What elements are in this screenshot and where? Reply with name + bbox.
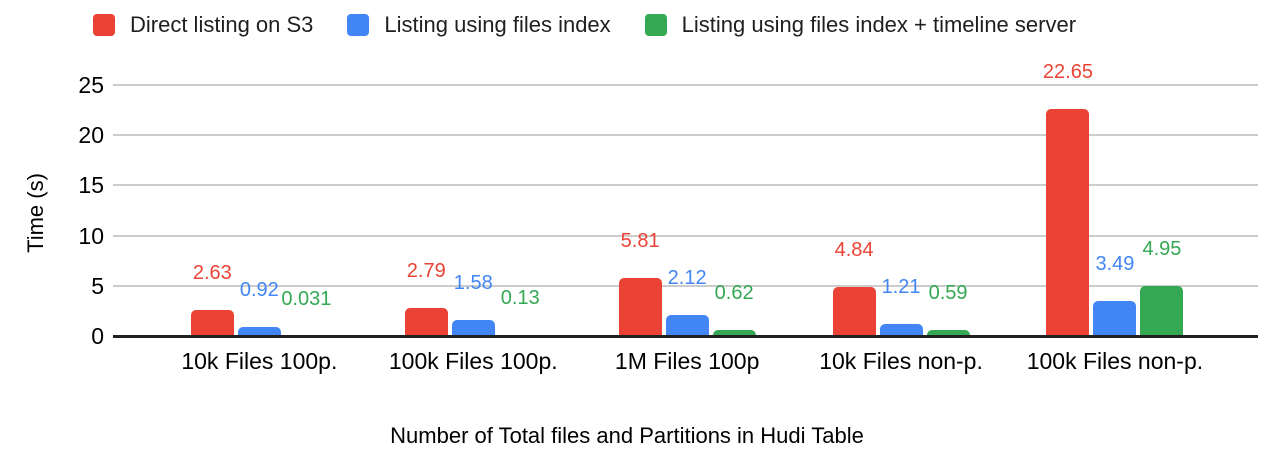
bar-value-label: 0.59 (928, 282, 968, 305)
y-tick-label: 15 (78, 172, 104, 199)
legend-item: Listing using files index + timeline ser… (644, 12, 1077, 38)
bar-s2-c2 (712, 329, 756, 336)
x-category-label: 1M Files 100p (614, 348, 760, 374)
y-tick-label: 20 (78, 122, 104, 149)
legend-swatch-icon (93, 14, 115, 36)
legend-item: Listing using files index (347, 12, 611, 38)
gridline (113, 284, 1258, 287)
y-tick-label: 25 (78, 72, 104, 98)
x-category-label: 10k Files non-p. (819, 348, 983, 374)
bar-s0-c4 (1046, 108, 1090, 336)
bar-value-label: 2.12 (667, 266, 707, 289)
gridline (113, 134, 1258, 137)
x-category-label: 100k Files non-p. (1026, 348, 1204, 374)
bar-value-label: 0.13 (500, 286, 540, 309)
bar-s2-c3 (926, 330, 970, 336)
legend-swatch-icon (347, 14, 370, 36)
bar-s1-c3 (879, 323, 923, 336)
legend-label: Listing using files index + timeline ser… (681, 12, 1077, 37)
legend-item: Direct listing on S3 (93, 12, 313, 38)
bar-value-label: 2.63 (192, 261, 232, 284)
x-category-label: 10k Files 100p. (181, 348, 338, 374)
bar-value-label: 2.79 (406, 259, 446, 282)
bar-value-label: 4.95 (1142, 238, 1182, 261)
legend-swatch-icon (644, 14, 667, 36)
bar-s0-c2 (618, 277, 662, 336)
bar-value-label: 3.49 (1095, 252, 1135, 275)
legend-label: Listing using files index (384, 12, 611, 37)
bar-value-label: 0.62 (714, 281, 754, 304)
bar-value-label: 1.21 (881, 275, 921, 298)
bar-value-label: 22.65 (1042, 60, 1093, 83)
x-axis-title: Number of Total files and Partitions in … (390, 423, 864, 448)
y-tick-label: 5 (91, 272, 104, 299)
gridline (113, 184, 1258, 187)
bar-value-label: 5.81 (620, 229, 660, 252)
bar-value-label: 1.58 (453, 272, 493, 295)
bar-value-label: 4.84 (834, 239, 874, 262)
y-tick-label: 0 (91, 323, 104, 349)
x-category-label: 100k Files 100p. (388, 348, 558, 374)
y-tick-label: 10 (78, 222, 104, 249)
bar-s1-c2 (665, 314, 709, 336)
bar-s1-c1 (451, 320, 495, 336)
bar-s0-c3 (832, 287, 876, 336)
bar-s1-c4 (1093, 300, 1137, 336)
bar-s0-c1 (404, 307, 448, 336)
bar-s2-c4 (1140, 286, 1184, 336)
legend: Direct listing on S3 Listing using files … (93, 12, 1076, 38)
bar-s1-c0 (237, 326, 281, 336)
bar-s0-c0 (190, 309, 234, 336)
legend-label: Direct listing on S3 (130, 12, 314, 37)
bar-value-label: 0.031 (281, 287, 332, 310)
gridline (113, 234, 1258, 237)
bar-value-label: 0.92 (239, 278, 279, 301)
x-axis-line (113, 334, 1258, 338)
gridline (113, 84, 1258, 86)
